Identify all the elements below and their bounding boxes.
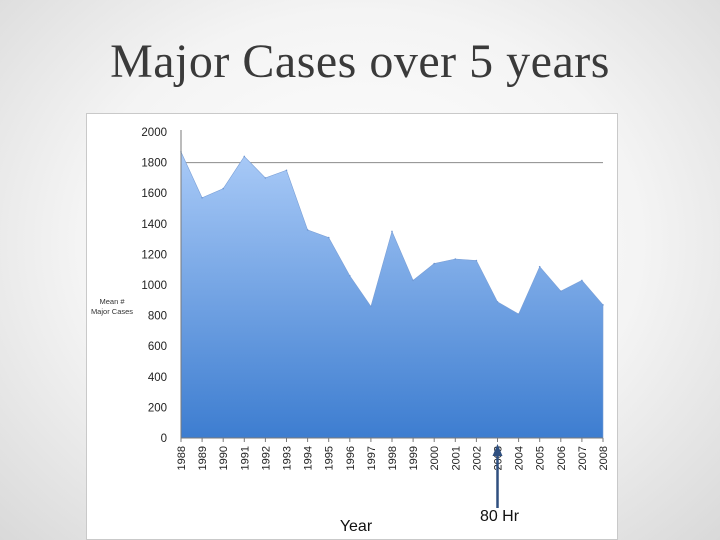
y-tick-label: 1400 [141, 219, 167, 231]
x-tick-label: 1995 [324, 446, 336, 470]
data-point-1989 [201, 196, 203, 199]
axis-labels: Mean # Major Cases Year [91, 297, 373, 535]
y-tick-label: 1800 [141, 158, 167, 170]
data-point-2000 [433, 262, 436, 265]
x-tick-label: 1994 [303, 446, 315, 470]
data-point-2005 [538, 265, 541, 268]
x-tick-label: 2008 [598, 446, 610, 470]
x-tick-label: 1999 [408, 446, 420, 470]
y-tick-label: 2000 [141, 127, 167, 139]
data-point-1997 [370, 305, 372, 308]
data-point-2001 [454, 258, 457, 260]
y-tick-label: 1200 [141, 249, 167, 261]
data-point-1991 [243, 155, 246, 158]
data-point-1992 [264, 177, 267, 179]
x-tick-label: 2004 [514, 446, 526, 470]
x-tick-label: 1992 [260, 446, 272, 470]
data-point-2004 [517, 313, 520, 315]
x-tick-label: 2001 [450, 446, 462, 470]
x-tick-label: 2002 [471, 446, 483, 470]
data-point-2008 [602, 304, 604, 306]
x-tick-label: 1991 [239, 446, 251, 470]
data-point-2003 [496, 301, 499, 303]
x-tick-label: 1988 [176, 446, 188, 470]
x-tick-label: 1990 [218, 446, 230, 470]
data-point-2006 [560, 290, 562, 292]
data-point-1994 [306, 229, 309, 231]
x-tick-label: 1996 [345, 446, 357, 470]
area-series [180, 151, 604, 439]
data-point-1996 [349, 275, 351, 277]
x-tick-labels: 1988 1989 1990 1991 1992 1993 1994 1995 1996 1997… [176, 446, 610, 470]
x-axis-label: Year [340, 518, 373, 535]
annotation-label: 80 Hr [480, 508, 520, 525]
data-point-1999 [412, 279, 414, 282]
data-point-1995 [327, 236, 330, 239]
data-point-1993 [285, 169, 288, 172]
x-tick-label: 2007 [577, 446, 589, 470]
y-tick-label: 400 [148, 372, 167, 384]
y-tick-label: 0 [161, 433, 167, 445]
y-axis-label-line-1: Mean # [99, 297, 125, 306]
x-tick-label: 2005 [535, 446, 547, 470]
data-point-1998 [391, 230, 393, 233]
y-tick-label: 800 [148, 311, 167, 323]
y-tick-labels: 0 200 400 600 800 1000 1200 1400 1600 1800 2000 [141, 127, 167, 445]
data-point-2002 [475, 259, 478, 262]
y-tick-label: 1000 [141, 280, 167, 292]
y-tick-label: 1600 [141, 188, 167, 200]
slide-title: Major Cases over 5 years [110, 35, 610, 88]
y-tick-label: 200 [148, 402, 167, 414]
x-tick-label: 1998 [387, 446, 399, 470]
axes [180, 130, 604, 442]
x-tick-label: 1993 [282, 446, 294, 470]
area-fill [180, 151, 604, 439]
x-tick-label: 1997 [366, 446, 378, 470]
data-point-1990 [222, 187, 224, 190]
y-axis-label-line-2: Major Cases [91, 307, 133, 316]
x-tick-label: 2000 [429, 446, 441, 470]
annotations: 80 Hr [480, 444, 520, 525]
x-tick-label: 1989 [197, 446, 209, 470]
data-point-2007 [581, 279, 583, 282]
y-tick-label: 600 [148, 341, 167, 353]
annotation-arrow-head [492, 444, 503, 456]
x-tick-label: 2006 [556, 446, 568, 470]
